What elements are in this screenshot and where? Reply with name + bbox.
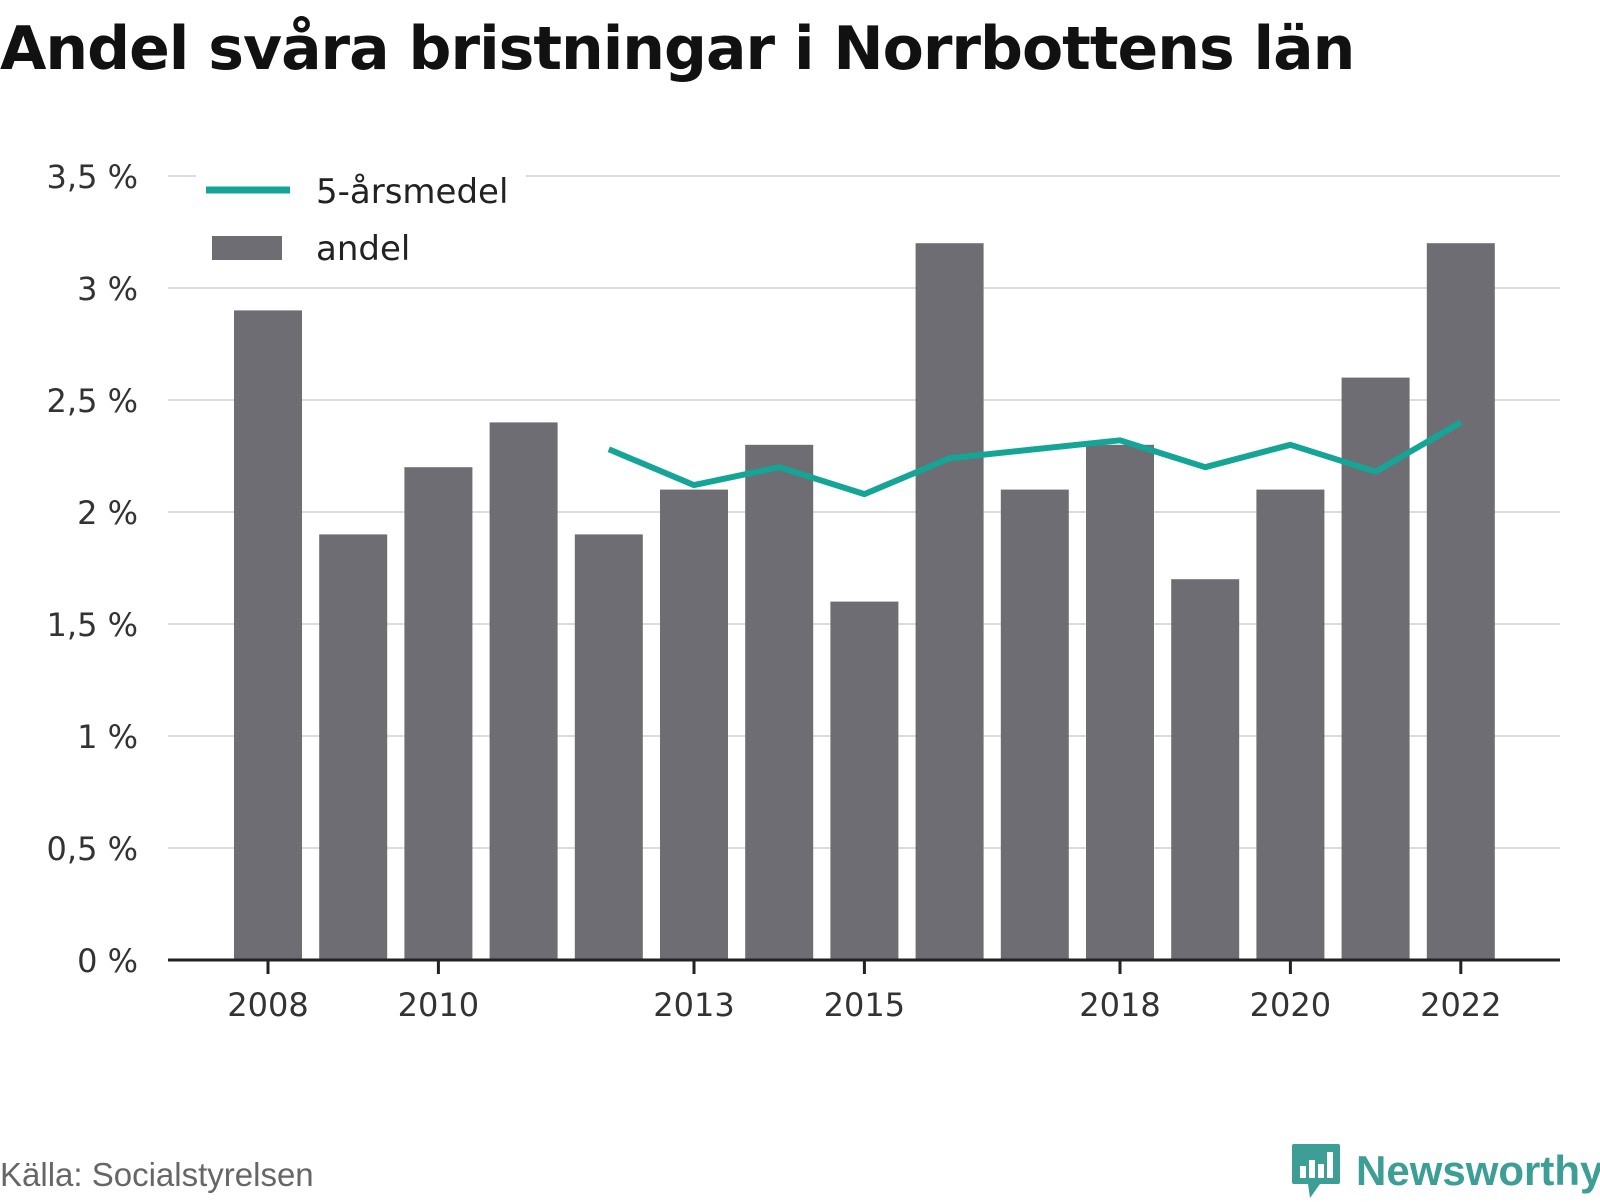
bars-andel: [234, 243, 1495, 961]
bar: [830, 601, 899, 960]
x-tick-label: 2013: [653, 986, 734, 1024]
newsworthy-logo[interactable]: Newsworthy: [1290, 1140, 1600, 1202]
bar: [915, 243, 984, 960]
x-tick-label: 2010: [398, 986, 479, 1024]
x-tick-label: 2015: [824, 986, 905, 1024]
legend-bar-swatch: [212, 236, 282, 260]
x-tick-label: 2018: [1079, 986, 1160, 1024]
line-5-arsmedel: [607, 419, 1463, 498]
bar: [234, 310, 302, 960]
bar: [1000, 489, 1069, 960]
bar: [745, 444, 814, 960]
bar: [1086, 444, 1154, 960]
series-line: [607, 419, 1463, 498]
bar: [1171, 579, 1240, 960]
legend-label-bar: andel: [316, 229, 410, 269]
newsworthy-logo-icon: [1292, 1144, 1340, 1198]
brand-name: Newsworthy: [1356, 1147, 1600, 1194]
y-tick-label: 1 %: [77, 718, 138, 756]
y-tick-label: 1,5 %: [47, 606, 138, 644]
bar: [404, 467, 473, 960]
x-tick-label: 2008: [227, 986, 308, 1024]
bar: [1426, 243, 1495, 960]
x-tick-label: 2022: [1420, 986, 1501, 1024]
bar: [489, 422, 558, 960]
legend: 5-årsmedel andel: [196, 168, 526, 286]
x-tick-label: 2020: [1250, 986, 1331, 1024]
y-tick-label: 2,5 %: [47, 382, 138, 420]
y-tick-label: 0,5 %: [47, 830, 138, 868]
source-note: Källa: Socialstyrelsen: [0, 1156, 314, 1193]
bar: [660, 489, 728, 960]
y-tick-label: 3 %: [77, 270, 138, 308]
bar: [574, 534, 643, 960]
chart-title: Andel svåra bristningar i Norrbottens lä…: [0, 14, 1355, 84]
y-tick-label: 3,5 %: [47, 158, 138, 196]
y-tick-label: 0 %: [77, 942, 138, 980]
legend-label-line: 5-årsmedel: [316, 172, 508, 212]
bar: [1256, 489, 1325, 960]
axes: 2008 2010 2013 2015 2018 2020 2022: [168, 958, 1560, 1024]
bar: [319, 534, 388, 960]
y-tick-label: 2 %: [77, 494, 138, 532]
